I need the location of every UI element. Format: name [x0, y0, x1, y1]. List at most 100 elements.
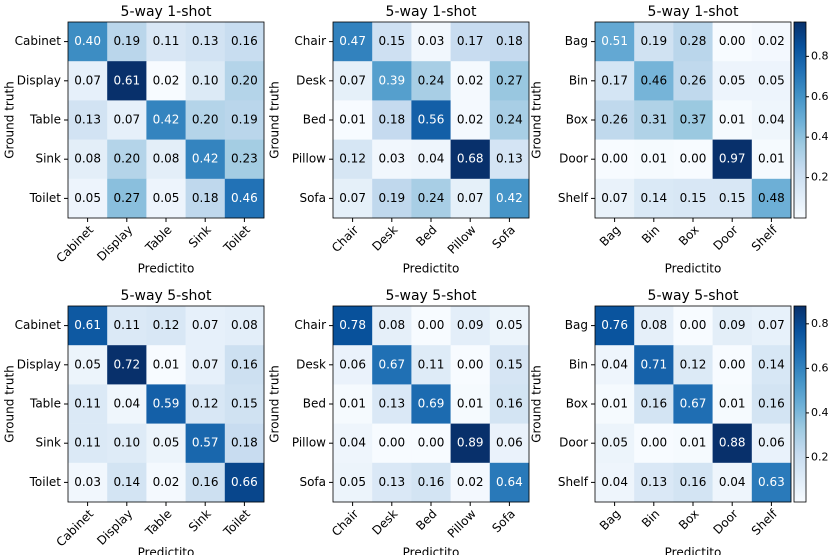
- cell-label: 0.19: [640, 34, 667, 48]
- cell-label: 0.06: [496, 436, 523, 450]
- heatmap-cell: [372, 306, 412, 346]
- heatmap-cell: [372, 384, 412, 424]
- cell-label: 0.61: [74, 318, 101, 332]
- heatmap-cell: [673, 139, 713, 180]
- x-tick-label: Bed: [413, 507, 439, 533]
- cell-label: 0.15: [680, 191, 707, 205]
- colorbar-tick-label: 0.8: [811, 49, 829, 62]
- heatmap-cell: [185, 100, 226, 140]
- heatmap-cell: [595, 384, 635, 424]
- cell-label: 0.01: [457, 397, 484, 411]
- heatmap-cell: [185, 345, 226, 385]
- y-axis-label: Ground truth: [530, 81, 544, 159]
- x-axis-label: Predictito: [403, 262, 460, 276]
- cell-label: 0.02: [457, 475, 484, 489]
- cell-label: 0.24: [418, 73, 445, 87]
- cell-label: 0.01: [640, 152, 667, 166]
- cell-label: 0.19: [378, 191, 405, 205]
- heatmap-cell: [450, 22, 491, 62]
- cell-label: 0.15: [378, 34, 405, 48]
- cell-label: 0.00: [719, 34, 746, 48]
- cell-label: 0.13: [378, 397, 405, 411]
- cell-label: 0.04: [339, 436, 366, 450]
- cell-label: 0.03: [418, 34, 445, 48]
- x-tick-label: Door: [710, 507, 740, 537]
- cell-label: 0.00: [378, 436, 405, 450]
- heatmap-cell: [751, 100, 792, 140]
- heatmap-cell: [634, 178, 674, 219]
- cell-label: 0.51: [601, 34, 628, 48]
- colorbar-tick-label: 0.6: [811, 361, 829, 374]
- cell-label: 0.00: [457, 357, 484, 371]
- heatmap-cell: [595, 306, 635, 346]
- heatmap-cell: [411, 462, 451, 503]
- cell-label: 0.18: [378, 113, 405, 127]
- heatmap-cell: [224, 306, 265, 346]
- heatmap-cell: [411, 61, 451, 101]
- heatmap-cell: [224, 61, 265, 101]
- heatmap-cell: [712, 306, 753, 346]
- x-tick-label: Bin: [639, 507, 662, 530]
- heatmap-cell: [751, 306, 792, 346]
- heatmap-cell: [68, 100, 108, 140]
- colorbar-tick-label: 0.6: [811, 90, 829, 103]
- heatmap-cell: [333, 306, 373, 346]
- heatmap-cell: [185, 139, 226, 180]
- cell-label: 0.00: [680, 152, 707, 166]
- y-tick-label: Desk: [296, 357, 326, 371]
- cell-label: 0.67: [378, 357, 405, 371]
- cell-label: 0.14: [758, 357, 785, 371]
- y-tick-label: Chair: [294, 34, 326, 48]
- cell-label: 0.02: [457, 73, 484, 87]
- cell-label: 0.57: [192, 436, 219, 450]
- heatmap-cell: [333, 345, 373, 385]
- heatmap-cell: [107, 306, 147, 346]
- cell-label: 0.04: [418, 152, 445, 166]
- x-tick-label: Desk: [369, 223, 400, 254]
- heatmap-cell: [372, 178, 412, 219]
- x-tick-label: Shelf: [749, 506, 781, 538]
- cell-label: 0.14: [113, 475, 140, 489]
- y-tick-label: Sofa: [299, 191, 326, 205]
- heatmap-cell: [68, 306, 108, 346]
- cell-label: 0.10: [113, 436, 140, 450]
- chart-title: 5-way 5-shot: [121, 288, 212, 304]
- heatmap-cell: [595, 61, 635, 101]
- heatmap-cell: [489, 61, 530, 101]
- cell-label: 0.05: [719, 73, 746, 87]
- cell-label: 0.11: [153, 34, 180, 48]
- cell-label: 0.16: [680, 475, 707, 489]
- heatmap-cell: [712, 462, 753, 503]
- heatmap-cell: [489, 22, 530, 62]
- x-tick-label: Box: [676, 223, 702, 249]
- heatmap-cell: [185, 306, 226, 346]
- y-tick-label: Display: [17, 357, 61, 371]
- heatmap-cell: [107, 462, 147, 503]
- cell-label: 0.04: [601, 475, 628, 489]
- heatmap-cell: [68, 345, 108, 385]
- heatmap-cell: [333, 61, 373, 101]
- heatmap-cell: [673, 345, 713, 385]
- heatmap-cell: [489, 100, 530, 140]
- y-tick-label: Bed: [303, 397, 326, 411]
- cell-label: 0.08: [74, 152, 101, 166]
- cell-label: 0.12: [680, 357, 707, 371]
- heatmap-cell: [372, 22, 412, 62]
- heatmap-cell: [68, 22, 108, 62]
- colorbar-tick-label: 0.2: [811, 171, 829, 184]
- heatmap-cell: [450, 462, 491, 503]
- colorbar-tick-label: 0.4: [811, 130, 829, 143]
- heatmap-cell: [107, 22, 147, 62]
- x-tick-label: Toilet: [220, 222, 253, 255]
- cell-label: 0.05: [601, 436, 628, 450]
- cell-label: 0.07: [192, 318, 219, 332]
- cell-label: 0.08: [231, 318, 258, 332]
- x-tick-label: Door: [710, 223, 740, 253]
- cell-label: 0.16: [496, 397, 523, 411]
- cell-label: 0.16: [231, 357, 258, 371]
- cell-label: 0.05: [339, 475, 366, 489]
- heatmap-cell: [107, 139, 147, 180]
- y-tick-label: Door: [559, 152, 588, 166]
- heatmap-cell: [224, 462, 265, 503]
